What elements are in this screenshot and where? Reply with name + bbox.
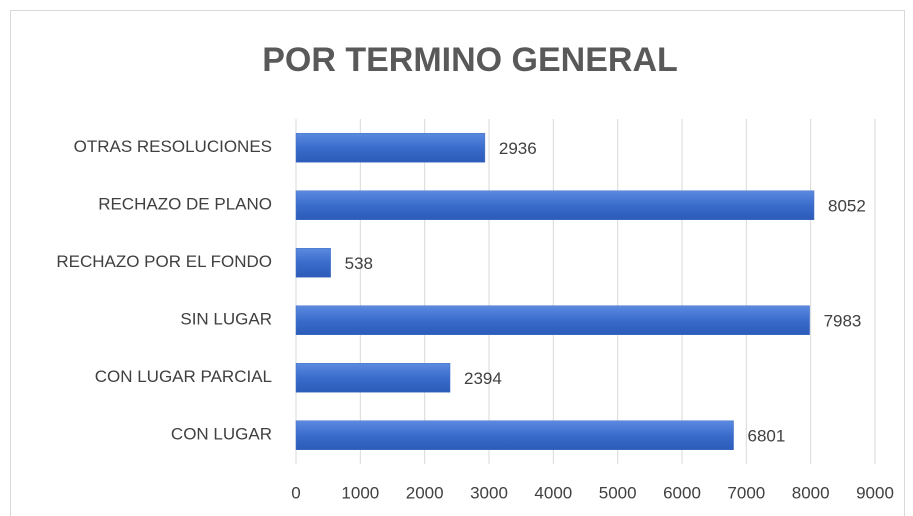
y-tick-label: CON LUGAR [171, 425, 272, 444]
x-tick-label: 7000 [727, 483, 765, 502]
x-tick-label: 1000 [341, 483, 379, 502]
x-tick-label: 3000 [470, 483, 508, 502]
x-tick-label: 9000 [856, 483, 894, 502]
bar [295, 190, 815, 220]
x-tick-label: 8000 [792, 483, 830, 502]
y-tick-label: CON LUGAR PARCIAL [95, 367, 272, 386]
bar [295, 248, 331, 278]
y-tick-label: OTRAS RESOLUCIONES [74, 137, 272, 156]
data-label: 8052 [828, 197, 866, 216]
x-tick-label: 4000 [534, 483, 572, 502]
bar [295, 133, 486, 163]
y-tick-label: RECHAZO DE PLANO [98, 195, 272, 214]
data-label: 2936 [499, 139, 537, 158]
bar [295, 363, 451, 393]
data-label: 6801 [748, 427, 786, 446]
x-tick-label: 0 [291, 483, 300, 502]
bar [295, 305, 810, 335]
data-label: 538 [345, 254, 373, 273]
data-label: 2394 [464, 369, 502, 388]
x-tick-label: 5000 [599, 483, 637, 502]
data-label: 7983 [824, 312, 862, 331]
chart-title: POR TERMINO GENERAL [262, 41, 678, 79]
x-tick-label: 2000 [406, 483, 444, 502]
bar [295, 420, 734, 450]
y-tick-label: SIN LUGAR [180, 310, 272, 329]
x-tick-label: 6000 [663, 483, 701, 502]
y-tick-label: RECHAZO POR EL FONDO [56, 252, 272, 271]
